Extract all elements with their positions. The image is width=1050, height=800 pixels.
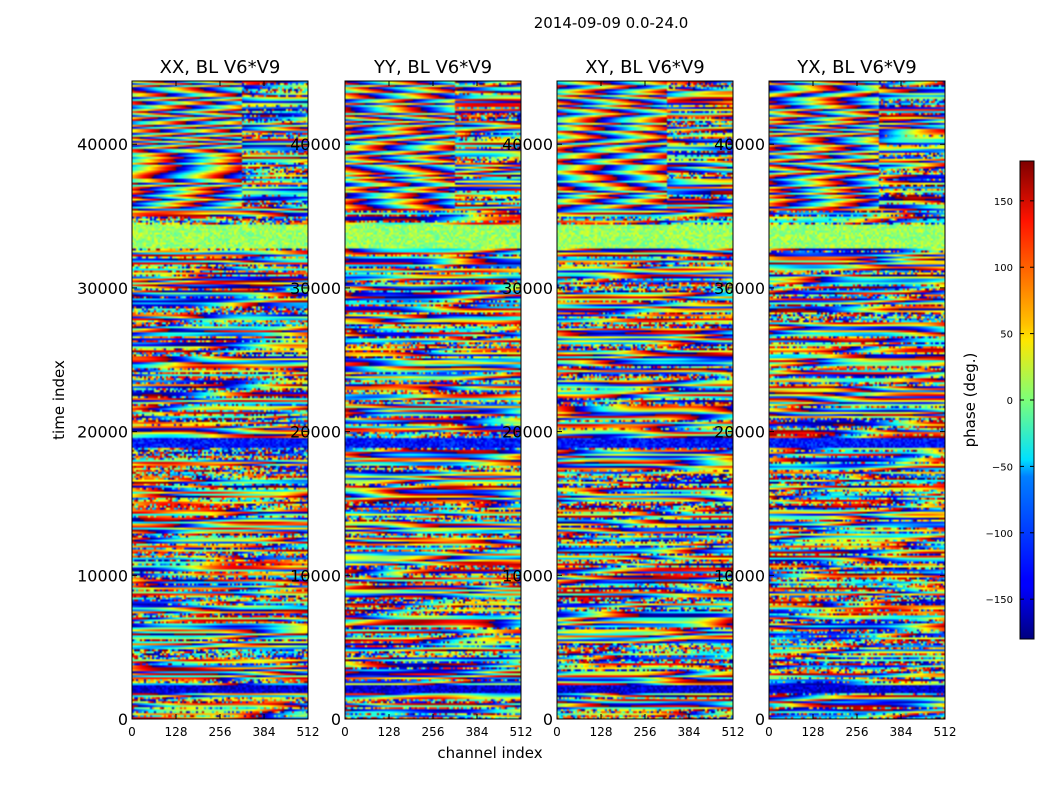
x-tick-label: 0	[765, 725, 773, 739]
y-tick-label: 40000	[77, 135, 128, 154]
panel-3: YX, BL V6*V9 0 10000 20000 30000 40000 0 128 256…	[714, 57, 956, 739]
panel-title: YX, BL V6*V9	[796, 57, 916, 78]
x-axis-label: channel index	[437, 744, 542, 762]
x-tick-label: 256	[634, 725, 657, 739]
x-tick-label: 0	[553, 725, 561, 739]
colorbar-tick-label: 50	[1000, 330, 1013, 341]
x-tick-label: 128	[802, 725, 825, 739]
y-tick-label: 30000	[77, 279, 128, 298]
y-tick-label: 0	[755, 710, 765, 729]
x-tick-label: 128	[590, 725, 613, 739]
x-tick-label: 256	[846, 725, 869, 739]
phase-heatmap	[769, 81, 945, 719]
panel-2: XY, BL V6*V9 0 10000 20000 30000 40000 0 128 256…	[502, 57, 744, 739]
y-tick-label: 40000	[290, 135, 341, 154]
y-tick-label: 0	[118, 710, 128, 729]
x-tick-label: 128	[165, 725, 188, 739]
panel-0: XX, BL V6*V9 0 10000 20000 30000 40000 0 128 256…	[77, 57, 319, 739]
y-tick-label: 20000	[502, 423, 553, 442]
y-tick-label: 20000	[290, 423, 341, 442]
x-tick-label: 384	[678, 725, 701, 739]
panel-title: YY, BL V6*V9	[373, 57, 492, 78]
x-tick-label: 0	[341, 725, 349, 739]
colorbar-tick-label: −100	[986, 529, 1013, 540]
x-tick-label: 384	[890, 725, 913, 739]
x-tick-label: 512	[297, 725, 320, 739]
colorbar-tick-label: 100	[994, 263, 1013, 274]
panel-1: YY, BL V6*V9 0 10000 20000 30000 40000 0 128 256…	[290, 57, 532, 739]
colorbar-tick-label: −50	[992, 462, 1013, 473]
y-tick-label: 0	[543, 710, 553, 729]
y-tick-label: 10000	[502, 566, 553, 585]
y-tick-label: 0	[331, 710, 341, 729]
phase-heatmap	[557, 81, 733, 719]
y-axis-label: time index	[50, 360, 68, 440]
x-tick-label: 512	[510, 725, 533, 739]
phase-heatmap	[132, 81, 308, 719]
colorbar-ticks: 150 100 50 0 −50 −100 −150	[986, 197, 1034, 606]
y-tick-label: 40000	[714, 135, 765, 154]
y-tick-label: 30000	[502, 279, 553, 298]
colorbar-tick-label: 0	[1007, 396, 1013, 407]
phase-heatmap	[345, 81, 521, 719]
y-tick-label: 10000	[714, 566, 765, 585]
y-tick-label: 20000	[714, 423, 765, 442]
figure-suptitle: 2014-09-09 0.0-24.0	[534, 14, 689, 32]
x-tick-label: 256	[209, 725, 232, 739]
x-tick-label: 384	[253, 725, 276, 739]
x-tick-label: 128	[378, 725, 401, 739]
y-tick-label: 10000	[77, 566, 128, 585]
colorbar: 150 100 50 0 −50 −100 −150 phase (deg.)	[961, 160, 1035, 640]
x-tick-label: 256	[422, 725, 445, 739]
panel-title: XY, BL V6*V9	[585, 57, 704, 78]
x-tick-label: 512	[934, 725, 957, 739]
y-tick-label: 40000	[502, 135, 553, 154]
panel-title: XX, BL V6*V9	[160, 57, 281, 78]
panels: XX, BL V6*V9 0 10000 20000 30000 40000 0 128 256…	[77, 57, 956, 739]
x-tick-label: 512	[722, 725, 745, 739]
y-tick-label: 20000	[77, 423, 128, 442]
y-tick-label: 10000	[290, 566, 341, 585]
y-tick-label: 30000	[290, 279, 341, 298]
colorbar-tick-label: −150	[986, 595, 1013, 606]
colorbar-tick-label: 150	[994, 197, 1013, 208]
x-tick-label: 384	[466, 725, 489, 739]
x-tick-label: 0	[128, 725, 136, 739]
colorbar-label: phase (deg.)	[961, 353, 979, 448]
y-tick-label: 30000	[714, 279, 765, 298]
